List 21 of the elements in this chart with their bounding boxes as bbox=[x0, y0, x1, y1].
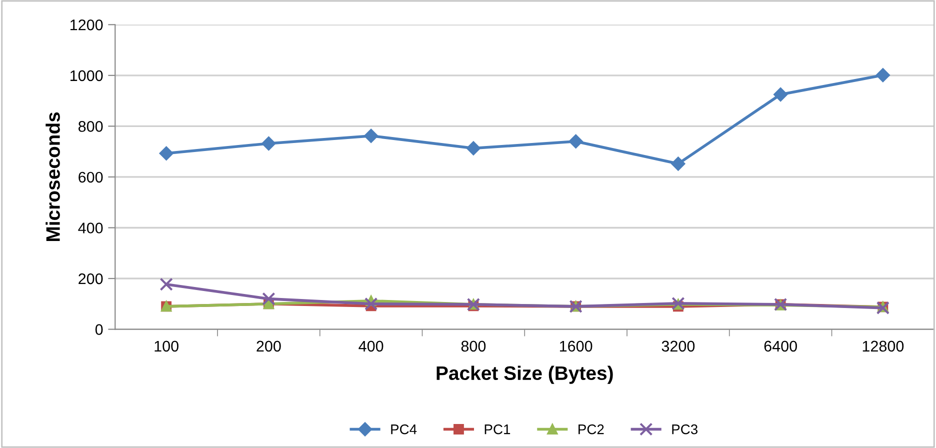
x-tick-label: 6400 bbox=[764, 340, 797, 352]
x-tick-label: 800 bbox=[461, 340, 486, 352]
legend-label: PC4 bbox=[391, 424, 417, 434]
x-tick-label: 100 bbox=[154, 340, 178, 352]
legend-label: PC3 bbox=[672, 424, 698, 434]
x-tick-label: 3200 bbox=[662, 340, 695, 352]
y-tick-label: 800 bbox=[78, 121, 103, 132]
x-tick-label: 200 bbox=[256, 340, 281, 352]
y-axis-title: Microseconds bbox=[46, 112, 60, 242]
x-axis-title: Packet Size (Bytes) bbox=[436, 366, 613, 384]
y-tick-label: 1200 bbox=[70, 20, 103, 30]
y-tick-label: 200 bbox=[78, 273, 103, 284]
y-tick-label: 0 bbox=[95, 324, 103, 335]
x-tick-label: 1600 bbox=[560, 340, 592, 352]
legend-label: PC2 bbox=[578, 424, 604, 434]
x-tick-label: 400 bbox=[358, 340, 384, 352]
y-tick-label: 400 bbox=[78, 222, 103, 234]
y-tick-label: 600 bbox=[78, 172, 103, 183]
y-tick-label: 1000 bbox=[70, 70, 103, 82]
legend-label: PC1 bbox=[484, 424, 510, 434]
x-tick-label: 12800 bbox=[862, 340, 904, 352]
